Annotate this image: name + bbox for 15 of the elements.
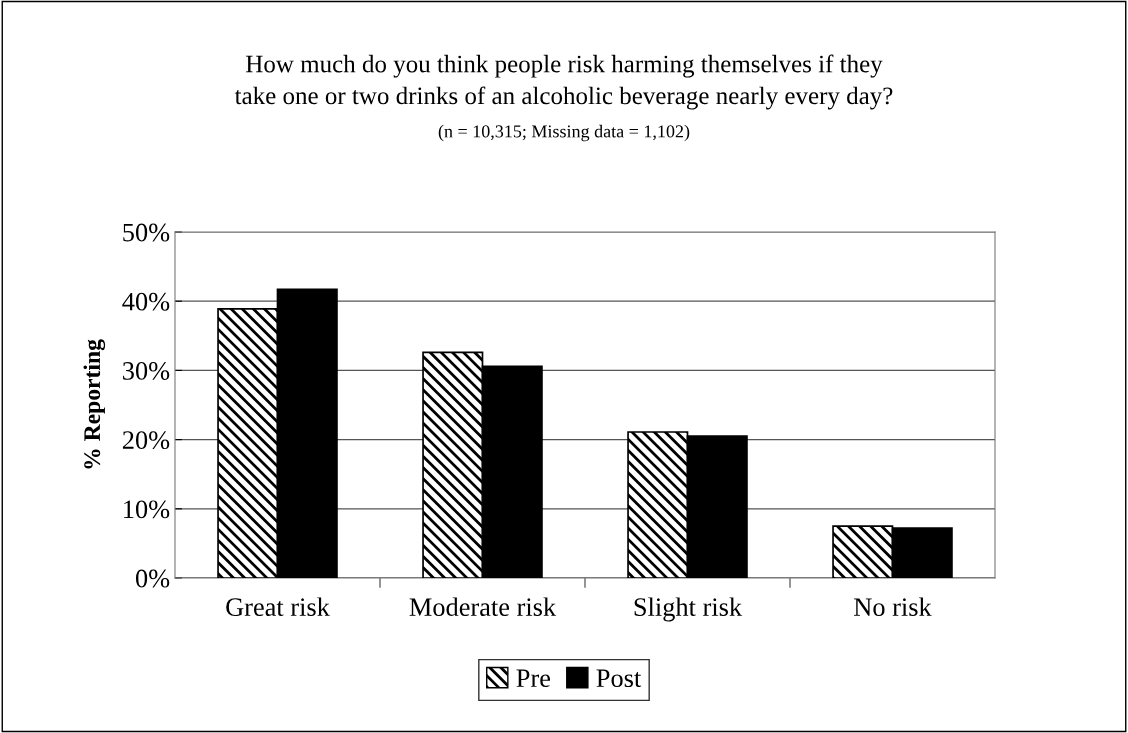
- y-tick-label: 0%: [135, 569, 170, 588]
- x-tick-label: No risk: [854, 597, 932, 617]
- y-tick-label: 40%: [122, 292, 170, 311]
- legend-label: Post: [596, 669, 642, 688]
- y-tick-label: 10%: [124, 500, 170, 519]
- y-tick-label: 50%: [123, 223, 170, 242]
- y-axis-title: % Reporting: [83, 339, 106, 469]
- y-tick-label: 20%: [122, 431, 170, 450]
- x-tick-label: Moderate risk: [409, 597, 557, 617]
- x-tick-label: Slight risk: [634, 597, 743, 622]
- y-tick-label: 30%: [123, 362, 170, 380]
- chart-subtitle: (n = 10,315; Missing data = 1,102): [438, 124, 690, 142]
- legend-label: Pre: [516, 669, 551, 688]
- x-tick-label: Great risk: [226, 597, 330, 617]
- chart-title: How much do you think people risk harming themselves if they take one or two drinks of an alcoholic beverage nearly every day?: [234, 54, 893, 110]
